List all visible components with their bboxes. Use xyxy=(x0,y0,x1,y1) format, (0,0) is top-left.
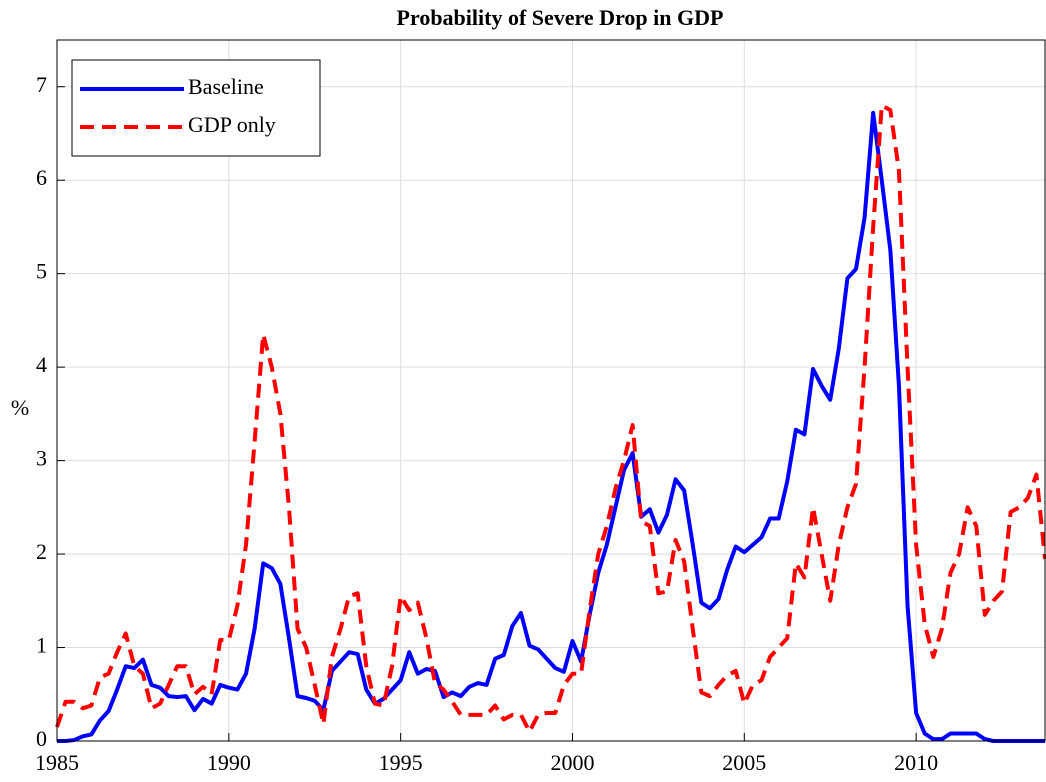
x-tick-label: 2000 xyxy=(550,750,594,775)
y-tick-label: 0 xyxy=(36,726,47,751)
x-tick-label: 2010 xyxy=(894,750,938,775)
x-tick-label: 1995 xyxy=(379,750,423,775)
legend-box xyxy=(71,59,321,157)
y-tick-label: 5 xyxy=(36,259,47,284)
y-tick-label: 4 xyxy=(36,352,47,377)
legend-label: GDP only xyxy=(188,112,276,137)
data-line xyxy=(57,110,1045,743)
chart-title: Probability of Severe Drop in GDP xyxy=(397,5,724,30)
y-tick-label: 6 xyxy=(36,165,47,190)
y-tick-label: 7 xyxy=(36,72,47,97)
y-tick-label: 3 xyxy=(36,446,47,471)
x-tick-label: 1990 xyxy=(207,750,251,775)
y-tick-label: 2 xyxy=(36,539,47,564)
x-tick-label: 1985 xyxy=(35,750,79,775)
data-line xyxy=(55,103,1046,734)
plot-frame xyxy=(56,39,1046,742)
y-tick-label: 1 xyxy=(36,633,47,658)
x-tick-label: 2005 xyxy=(722,750,766,775)
y-axis-label: % xyxy=(11,395,29,420)
legend-label: Baseline xyxy=(188,74,264,99)
